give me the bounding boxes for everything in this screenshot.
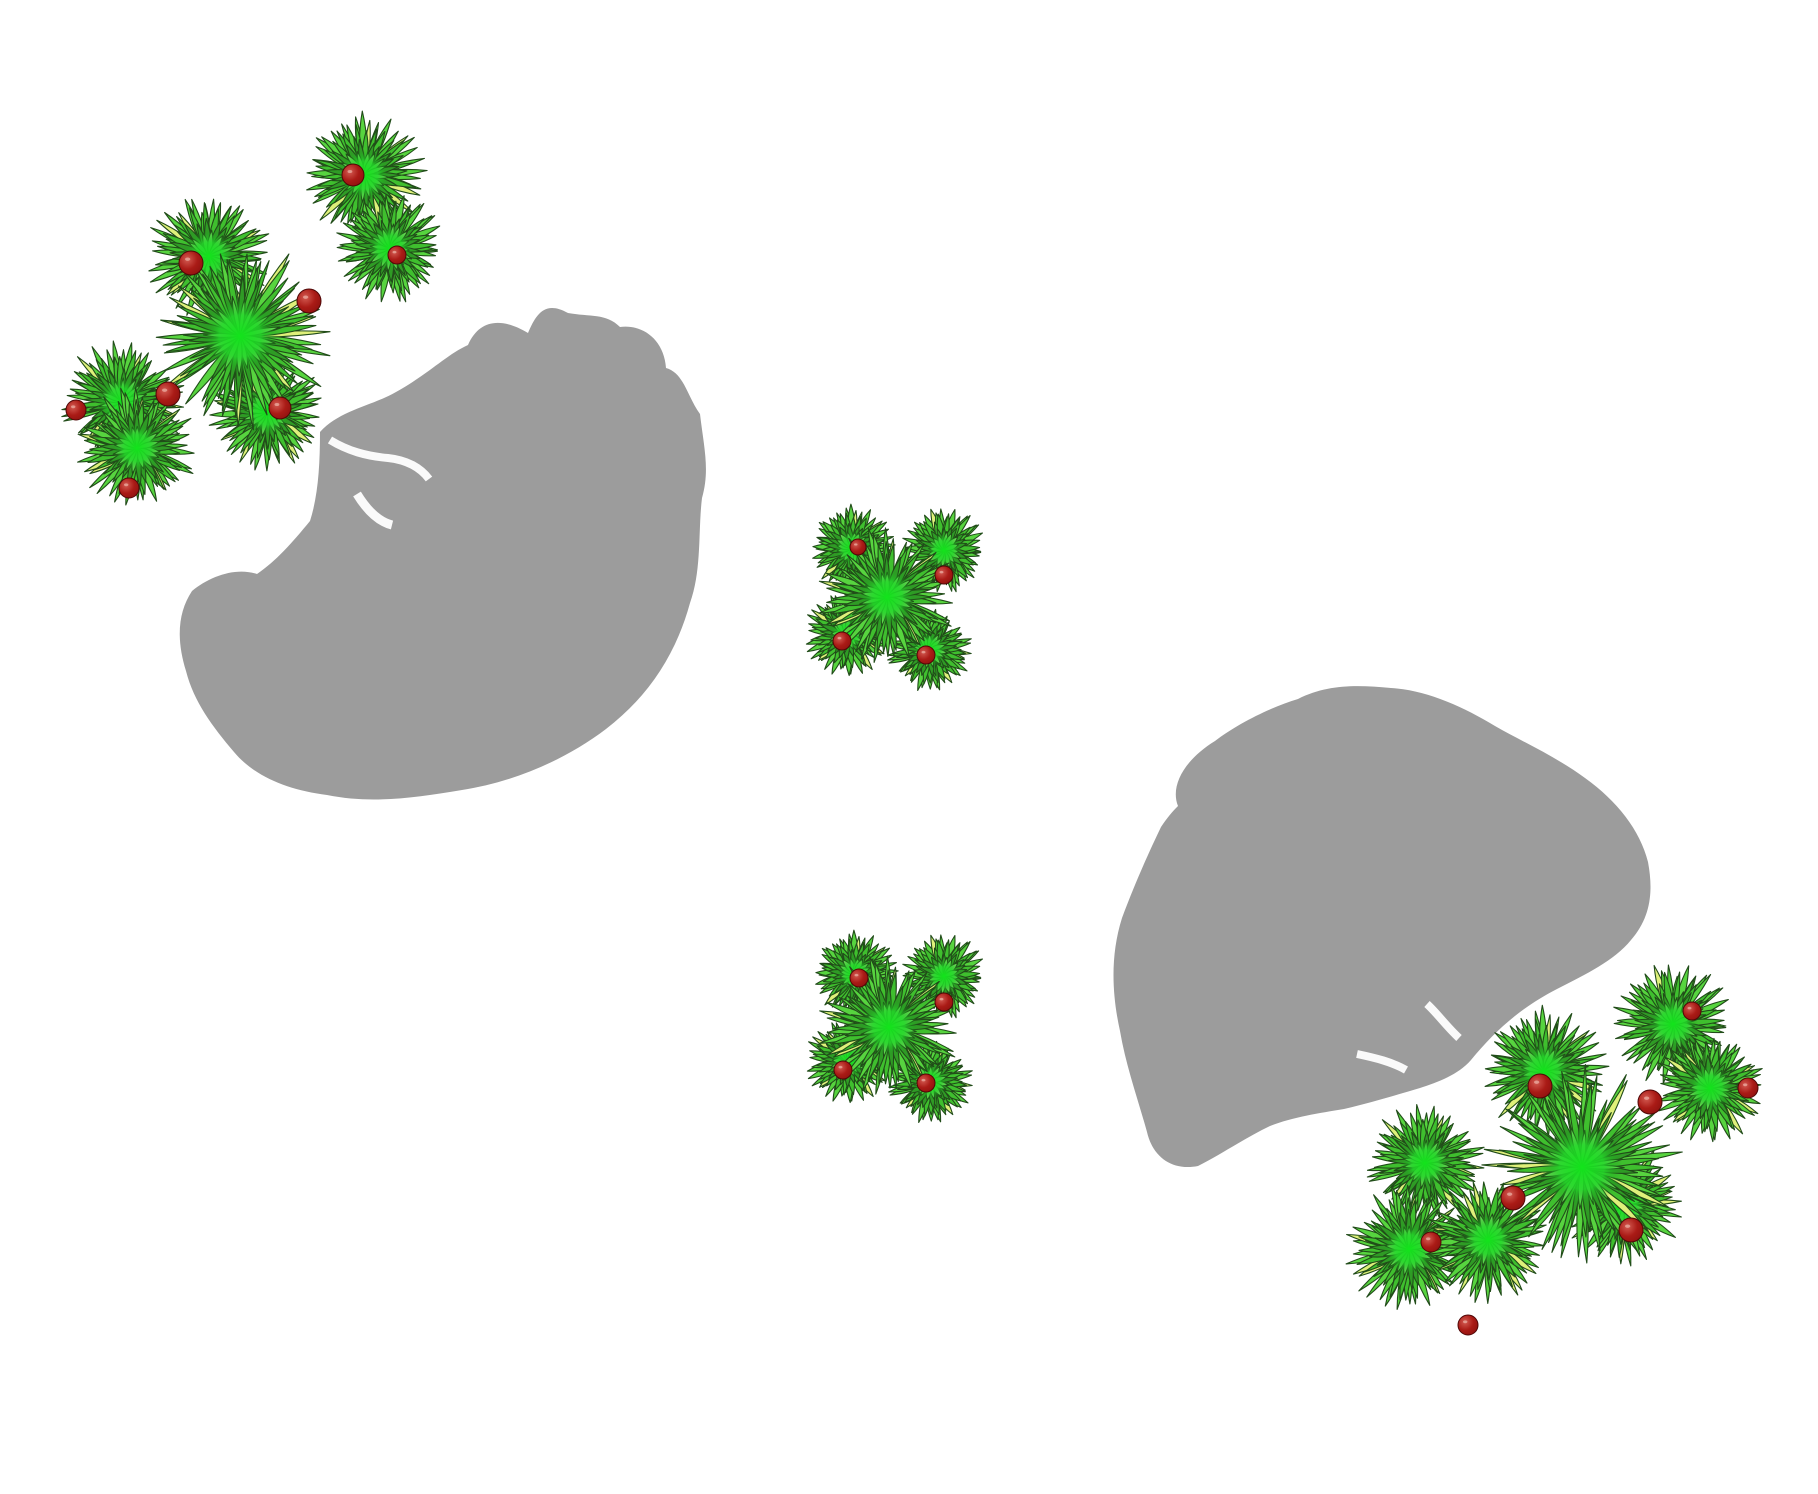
fruit bbox=[268, 396, 292, 420]
small-fruit-bush-top-center bbox=[805, 503, 984, 692]
large-tree-shadow-bottom-right bbox=[1113, 686, 1651, 1168]
fruit bbox=[916, 1073, 936, 1093]
leaf-rosette bbox=[818, 527, 954, 663]
fruit bbox=[65, 399, 87, 421]
small-fruit-bush-bottom-center bbox=[806, 929, 984, 1124]
fruit bbox=[1637, 1089, 1663, 1115]
fruit bbox=[296, 288, 322, 314]
leaf-rosette bbox=[1481, 1064, 1683, 1264]
fruit bbox=[1737, 1077, 1759, 1099]
fruit bbox=[916, 645, 936, 665]
fruit bbox=[1618, 1217, 1644, 1243]
large-tree-shadow-top-left bbox=[179, 307, 706, 800]
leaf-rosette bbox=[1656, 1037, 1763, 1143]
leaf-rosette bbox=[1366, 1104, 1485, 1221]
fruit bbox=[341, 163, 365, 187]
fruit bbox=[1500, 1185, 1526, 1211]
large-fruit-tree-top-left bbox=[61, 110, 441, 506]
fruit bbox=[118, 477, 140, 499]
fruit bbox=[387, 245, 407, 265]
fruit bbox=[1527, 1073, 1553, 1099]
fruit bbox=[934, 565, 954, 585]
leaf-rosette bbox=[155, 253, 331, 431]
large-fruit-tree-bottom-right bbox=[1345, 964, 1763, 1336]
fruit bbox=[833, 1060, 853, 1080]
fruit bbox=[1682, 1001, 1702, 1021]
fruit bbox=[849, 538, 867, 556]
fruit bbox=[178, 250, 204, 276]
fruit bbox=[934, 992, 954, 1012]
fruit bbox=[849, 968, 869, 988]
fruit bbox=[155, 381, 181, 407]
leaf-rosette bbox=[77, 387, 195, 506]
fruit bbox=[1420, 1231, 1442, 1253]
fruit bbox=[1457, 1314, 1479, 1336]
leaf-rosette bbox=[1613, 964, 1729, 1085]
fruit bbox=[832, 631, 852, 651]
